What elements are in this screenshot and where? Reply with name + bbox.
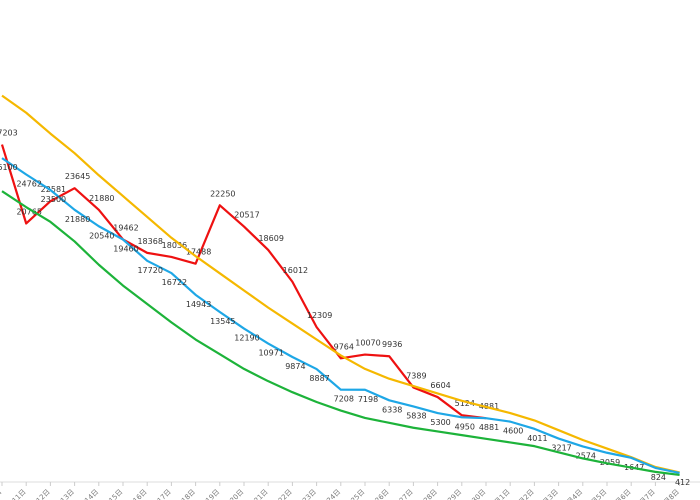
data-label: 824 [651,473,666,482]
data-label: 7208 [334,395,354,404]
data-label: 21880 [89,194,114,203]
x-tick-label: 4月15日 [99,488,124,500]
data-label: 5838 [406,411,426,420]
data-label: 18609 [258,234,283,243]
data-label: 3217 [551,444,571,453]
data-label: 20540 [89,231,114,240]
x-tick-label: 4月14日 [75,488,100,500]
data-label: 23645 [65,172,90,181]
x-tick-label: 5月2日 [514,488,536,500]
x-tick-label: 4月18日 [172,488,197,500]
x-tick-label: 4月23日 [293,488,318,500]
x-tick-label: 4月24日 [317,488,342,500]
data-label: 4011 [527,434,547,443]
data-label: 18036 [162,241,187,250]
x-tick-label: 5月5日 [587,488,609,500]
data-label: 9874 [285,362,305,371]
data-label: 9764 [334,342,354,351]
data-label: 17720 [137,266,162,275]
x-tick-label: 5月7日 [635,488,657,500]
data-label: 24762 [16,180,41,189]
x-tick-label: 4月16日 [124,488,149,500]
data-label: 13545 [210,317,235,326]
data-label: 14943 [186,300,211,309]
data-label: 20765 [16,207,41,216]
x-tick-label: 4月20日 [220,488,245,500]
x-tick-label: 4月30日 [462,488,487,500]
data-label: 5300 [430,418,450,427]
data-label: 12309 [307,311,332,320]
data-label: 5124 [455,399,475,408]
data-label: 7198 [358,395,378,404]
data-label: 27203 [0,129,18,138]
x-tick-label: 5月1日 [490,488,512,500]
data-label: 21880 [65,215,90,224]
x-tick-label: 4月25日 [341,488,366,500]
data-label: 20517 [234,211,259,220]
series-line [1,94,680,474]
x-tick-label: 4月19日 [196,488,221,500]
x-tick-label: 5月8日 [659,488,681,500]
data-label: 19460 [113,244,138,253]
data-label: 19462 [113,223,138,232]
data-label: 23500 [41,195,66,204]
x-tick-label: 4月10日 [0,488,3,500]
data-label: 7389 [406,371,426,380]
data-label: 12190 [234,334,259,343]
data-label: 4950 [455,422,475,431]
data-label: 6604 [430,381,450,390]
data-label: 22250 [210,189,235,198]
x-tick-label: 5月6日 [611,488,633,500]
x-tick-label: 4月11日 [3,488,28,500]
series-line [1,190,680,477]
data-label: 4600 [503,427,523,436]
x-tick-label: 4月26日 [366,488,391,500]
x-tick-label: 5月3日 [538,488,560,500]
x-tick-label: 4月22日 [269,488,294,500]
x-tick-label: 4月29日 [438,488,463,500]
x-tick-label: 4月17日 [148,488,173,500]
data-label: 18368 [137,237,162,246]
data-label: 16722 [162,278,187,287]
x-tick-label: 4月13日 [51,488,76,500]
data-label: 2574 [576,451,596,460]
series-line [1,157,680,475]
series-line [0,144,487,420]
data-label: 10971 [258,349,283,358]
data-label: 17488 [186,248,211,257]
data-label: 6338 [382,405,402,414]
x-tick-label: 4月28日 [414,488,439,500]
data-label: 4881 [479,423,499,432]
data-label: 8887 [309,374,329,383]
data-label: 22581 [41,185,66,194]
x-tick-label: 4月27日 [390,488,415,500]
data-label: 16012 [283,266,308,275]
data-label: 10070 [355,339,380,348]
data-label: 9936 [382,340,402,349]
data-label: 412 [675,478,690,487]
x-tick-label: 4月21日 [245,488,270,500]
data-label: 26100 [0,163,18,172]
x-tick-label: 4月12日 [27,488,52,500]
x-tick-label: 5月4日 [562,488,584,500]
data-label: 2059 [600,458,620,467]
